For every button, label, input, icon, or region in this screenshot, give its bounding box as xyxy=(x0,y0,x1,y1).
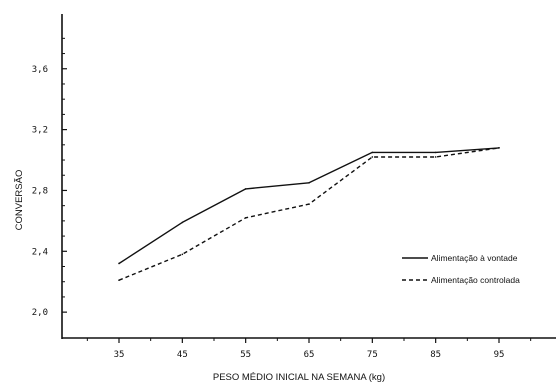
chart-series xyxy=(118,147,500,281)
y-tick-label: 3,2 xyxy=(32,126,48,136)
y-tick-label: 2,4 xyxy=(32,247,48,257)
chart-axes xyxy=(61,14,556,339)
y-axis-title: CONVERSÃO xyxy=(14,170,25,231)
data-point xyxy=(371,156,374,158)
x-tick-label: 75 xyxy=(367,350,378,360)
x-tick-label: 65 xyxy=(304,350,315,360)
data-point xyxy=(244,217,247,219)
data-point xyxy=(434,151,437,154)
data-point xyxy=(244,188,247,190)
series-line-vontade xyxy=(118,147,500,265)
data-point xyxy=(118,279,120,281)
x-tick-label: 55 xyxy=(240,350,251,360)
data-point xyxy=(308,203,310,205)
chart-ticks: 2,0 2,4 2,8 3,2 3,6 35 45 55 65 75 85 95 xyxy=(32,37,532,360)
data-point xyxy=(118,262,120,265)
y-tick-label: 2,0 xyxy=(32,308,48,318)
y-tick-label: 3,6 xyxy=(32,65,48,75)
data-point xyxy=(434,156,437,158)
x-tick-label: 45 xyxy=(177,350,188,360)
x-tick-label: 95 xyxy=(494,350,505,360)
x-tick-label: 35 xyxy=(114,350,125,360)
data-point xyxy=(498,147,500,149)
x-axis-title: PESO MÉDIO INICIAL NA SEMANA (kg) xyxy=(213,372,385,382)
data-point xyxy=(181,253,184,256)
data-point xyxy=(371,151,374,154)
y-tick-label: 2,8 xyxy=(32,186,48,196)
legend-label: Alimentação controlada xyxy=(431,275,520,285)
legend-label: Alimentação à vontade xyxy=(431,253,518,263)
data-point xyxy=(308,182,310,184)
x-tick-label: 85 xyxy=(430,350,441,360)
data-point xyxy=(181,221,184,224)
chart-legend: Alimentação à vontade Alimentação control… xyxy=(402,253,520,285)
